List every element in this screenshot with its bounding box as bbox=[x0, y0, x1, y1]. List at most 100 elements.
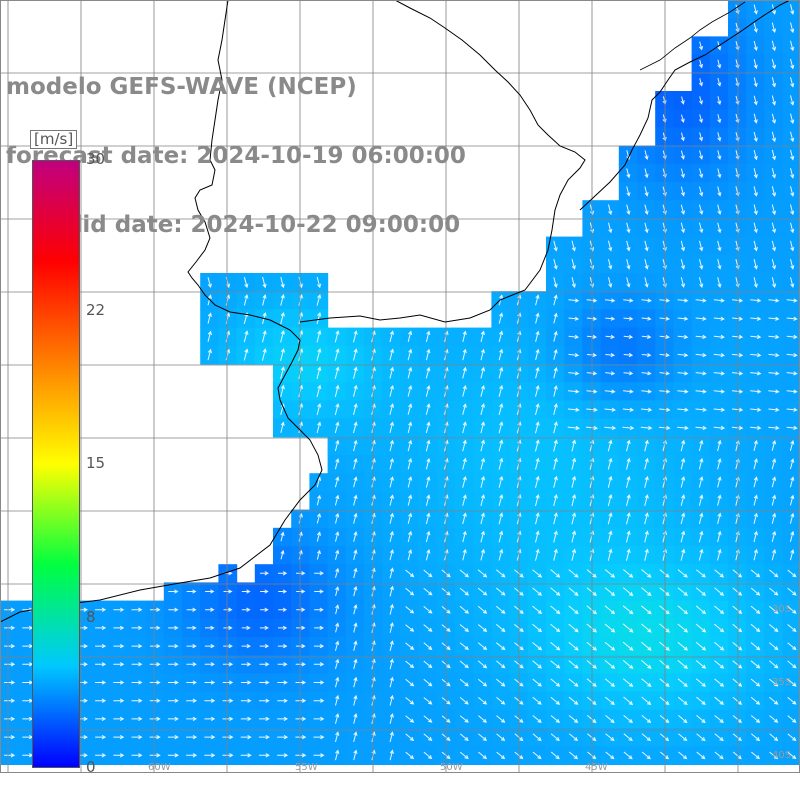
wind-arrow bbox=[389, 694, 394, 706]
wind-arrow bbox=[335, 694, 340, 706]
wind-arrow bbox=[750, 623, 761, 633]
wind-arrow bbox=[790, 258, 795, 270]
wind-arrow bbox=[535, 312, 540, 324]
wind-arrow bbox=[586, 605, 598, 615]
wind-arrow bbox=[768, 624, 779, 633]
wind-arrow bbox=[789, 494, 795, 506]
wind-arrow bbox=[568, 733, 579, 742]
wind-arrow bbox=[462, 403, 467, 415]
wind-arrow bbox=[459, 678, 469, 687]
wind-arrow bbox=[316, 366, 322, 380]
wind-arrow bbox=[496, 715, 506, 723]
wind-arrow bbox=[769, 587, 779, 596]
wind-arrow bbox=[789, 439, 795, 451]
wind-arrow bbox=[732, 696, 743, 705]
wind-arrow bbox=[95, 607, 107, 612]
wind-arrow bbox=[425, 330, 431, 343]
wind-arrow bbox=[753, 476, 758, 488]
wind-arrow bbox=[753, 131, 758, 143]
coastline bbox=[0, 0, 791, 623]
wind-arrow bbox=[768, 605, 779, 614]
wind-arrow bbox=[95, 625, 107, 631]
wind-arrow bbox=[713, 389, 726, 394]
wind-arrow bbox=[677, 678, 688, 687]
wind-arrow bbox=[769, 678, 779, 687]
wind-arrow bbox=[586, 715, 597, 724]
wind-arrow bbox=[149, 625, 161, 631]
wind-arrow bbox=[732, 678, 743, 687]
wind-arrow bbox=[498, 403, 504, 416]
wind-arrow bbox=[571, 530, 577, 543]
wind-arrow bbox=[243, 330, 249, 343]
wind-arrow bbox=[786, 389, 798, 394]
wind-arrow bbox=[698, 548, 704, 561]
wind-arrow bbox=[699, 277, 704, 289]
wind-arrow bbox=[753, 168, 758, 179]
wind-arrow bbox=[677, 316, 689, 321]
wind-arrow bbox=[659, 352, 670, 358]
colorbar-tick-0: 0 bbox=[86, 758, 96, 776]
wind-arrow bbox=[732, 733, 742, 742]
wind-arrow bbox=[771, 258, 777, 270]
wind-arrow bbox=[149, 734, 161, 740]
wind-arrow bbox=[644, 150, 649, 161]
wind-arrow bbox=[644, 186, 649, 197]
wind-arrow bbox=[149, 643, 161, 649]
wind-arrow bbox=[771, 530, 777, 543]
wind-arrow bbox=[131, 716, 143, 722]
wind-arrow bbox=[768, 389, 780, 394]
colorbar: [m/s] 30 22 15 8 0 bbox=[30, 130, 110, 780]
wind-arrow bbox=[425, 548, 431, 561]
wind-arrow bbox=[4, 698, 16, 703]
wind-arrow bbox=[353, 549, 358, 561]
wind-arrow bbox=[695, 371, 707, 376]
wind-arrow bbox=[389, 603, 394, 615]
wind-arrow bbox=[550, 751, 560, 760]
wind-arrow bbox=[353, 439, 358, 452]
wind-arrow bbox=[313, 662, 325, 667]
wind-arrow bbox=[607, 530, 613, 543]
wind-arrow bbox=[259, 571, 269, 576]
colorbar-tick-30: 30 bbox=[86, 150, 106, 168]
wind-arrow bbox=[95, 680, 107, 685]
wind-arrow bbox=[243, 348, 249, 361]
wind-arrow bbox=[753, 4, 758, 15]
wind-arrow bbox=[535, 475, 540, 488]
wind-arrow bbox=[353, 512, 358, 524]
wind-arrow bbox=[280, 366, 285, 380]
wind-arrow bbox=[186, 589, 197, 594]
wind-arrow bbox=[753, 59, 758, 70]
wind-arrow bbox=[677, 371, 689, 376]
wind-arrow bbox=[605, 352, 616, 358]
wind-arrow bbox=[407, 384, 413, 397]
wind-arrow bbox=[223, 643, 233, 649]
wind-arrow bbox=[260, 607, 269, 612]
wind-arrow bbox=[496, 733, 506, 741]
wind-arrow bbox=[222, 753, 234, 758]
wind-arrow bbox=[389, 658, 394, 670]
wind-arrow bbox=[423, 697, 433, 705]
wind-arrow bbox=[568, 352, 580, 358]
wind-arrow bbox=[714, 641, 725, 651]
wind-arrow bbox=[568, 569, 579, 578]
wind-arrow bbox=[477, 642, 488, 651]
wind-arrow bbox=[659, 407, 671, 412]
wind-arrow bbox=[751, 751, 761, 760]
wind-arrow bbox=[478, 715, 488, 723]
wind-arrow bbox=[753, 149, 758, 161]
wind-arrow bbox=[659, 605, 670, 615]
wind-arrow bbox=[786, 371, 798, 376]
wind-arrow bbox=[589, 530, 595, 543]
wind-arrow bbox=[659, 587, 670, 596]
wind-arrow bbox=[771, 131, 777, 143]
wind-arrow bbox=[787, 642, 797, 651]
colorbar-tick-15: 15 bbox=[86, 454, 106, 472]
wind-arrow bbox=[640, 605, 652, 615]
wind-arrow bbox=[753, 494, 758, 506]
wind-arrow bbox=[695, 316, 707, 321]
wind-arrow bbox=[713, 352, 726, 358]
wind-arrow bbox=[459, 715, 469, 723]
wind-arrow bbox=[335, 749, 340, 761]
wind-arrow bbox=[462, 530, 467, 543]
wind-arrow bbox=[425, 530, 431, 543]
